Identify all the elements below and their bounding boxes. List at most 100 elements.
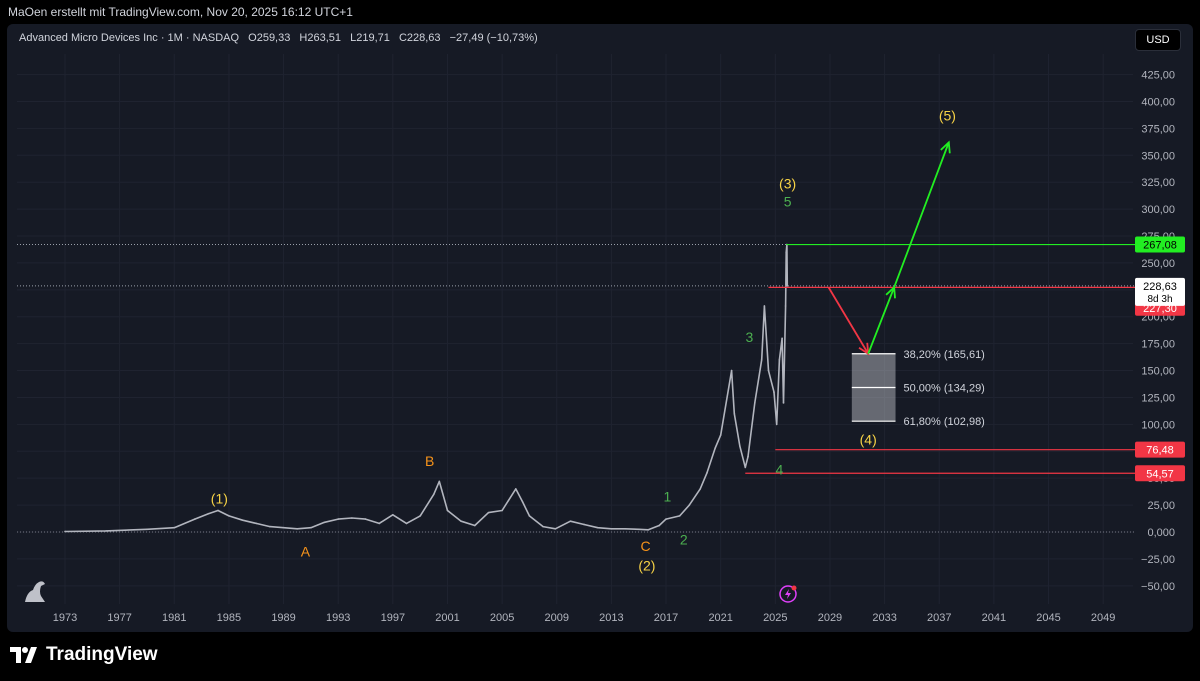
x-tick-label: 2029 [818, 612, 842, 624]
price-point [514, 488, 517, 490]
chart-panel[interactable]: 38,20% (165,61) 50,00% (134,29) 61,80% (10… [7, 24, 1193, 632]
price-point [647, 529, 650, 531]
red-projection-arrow[interactable] [827, 286, 869, 355]
current-price-tag-bg [1135, 277, 1185, 306]
price-level-tag: 267,08 [1143, 240, 1177, 252]
price-point [569, 520, 572, 523]
price-point [785, 251, 788, 253]
wave-label: (1) [211, 491, 228, 507]
fib-level-label: 61,80% (102,98) [904, 416, 985, 428]
wave-label: (2) [638, 557, 655, 573]
price-point [706, 472, 708, 474]
price-point [554, 527, 557, 530]
close-value: 228,63 [406, 32, 441, 44]
price-chart[interactable]: 38,20% (165,61) 50,00% (134,29) 61,80% (10… [7, 24, 1193, 632]
green-projection-arrow[interactable] [867, 142, 950, 355]
x-tick-label: 2005 [490, 612, 514, 624]
wave-label: 1 [664, 488, 672, 504]
fib-level-label: 38,20% (165,61) [904, 349, 985, 361]
green-arrowhead [885, 285, 896, 299]
x-tick-label: 1977 [107, 612, 131, 624]
x-tick-label: 2021 [708, 612, 732, 624]
price-level-tag-bg [1135, 441, 1185, 458]
price-point [433, 493, 435, 496]
author-credit: MaOen erstellt mit TradingView.com, Nov … [8, 5, 353, 19]
wave-label: (5) [939, 107, 956, 123]
currency-button[interactable]: USD [1135, 29, 1181, 51]
price-point [542, 525, 544, 528]
price-point [64, 530, 66, 533]
y-tick-label: 425,00 [1141, 70, 1175, 82]
price-point [678, 515, 681, 517]
price-point [193, 518, 196, 520]
price-point [739, 445, 741, 447]
symbol-legend: Advanced Micro Devices Inc · 1M · NASDAQ… [19, 32, 538, 44]
wave-label: (4) [860, 431, 877, 447]
price-point [351, 517, 353, 519]
brand-name: TradingView [46, 644, 158, 665]
price-point [487, 511, 490, 514]
price-point [747, 455, 749, 458]
price-point [323, 521, 326, 524]
price-point [474, 524, 476, 527]
price-point [501, 509, 503, 512]
y-tick-label: 325,00 [1141, 177, 1175, 189]
y-tick-label: 150,00 [1141, 366, 1175, 378]
price-point [392, 513, 394, 516]
top-bar: MaOen erstellt mit TradingView.com, Nov … [0, 0, 1200, 24]
y-tick-label: 375,00 [1141, 123, 1175, 135]
price-point [775, 423, 778, 426]
x-tick-label: 1997 [381, 612, 405, 624]
price-point [460, 520, 462, 523]
price-point [419, 515, 421, 517]
y-tick-label: −50,00 [1141, 581, 1175, 593]
price-point [719, 434, 722, 436]
x-tick-label: 2013 [599, 612, 623, 624]
price-point [337, 518, 340, 520]
price-point [658, 524, 661, 527]
price-point [760, 358, 763, 361]
price-point [255, 522, 258, 525]
price-point [146, 528, 148, 531]
price-point [105, 530, 107, 532]
price-point [228, 515, 230, 517]
green-arrowhead [940, 140, 951, 154]
x-tick-label: 2045 [1036, 612, 1060, 624]
wave-label: A [301, 543, 311, 559]
price-point [173, 526, 176, 529]
price-point [528, 515, 531, 517]
price-point [446, 509, 449, 512]
x-tick-label: 1985 [217, 612, 241, 624]
x-tick-label: 2001 [435, 612, 459, 624]
tradingview-logo-icon [10, 647, 37, 663]
brand[interactable]: TradingView [10, 644, 158, 666]
price-point [269, 525, 271, 528]
current-price-tag: 228,63 [1143, 281, 1177, 293]
low-value: 219,71 [356, 32, 390, 44]
tradingview-watermark-icon [25, 581, 45, 602]
symbol-title[interactable]: Advanced Micro Devices Inc · 1M · NASDAQ [19, 32, 240, 44]
price-point [714, 447, 717, 449]
price-point [786, 285, 789, 287]
lightning-icon[interactable] [779, 585, 797, 603]
price-level-tag: 76,48 [1146, 445, 1174, 457]
price-point [378, 522, 380, 525]
price-level-tag: 54,57 [1146, 468, 1174, 480]
x-tick-label: 2037 [927, 612, 951, 624]
x-tick-label: 2017 [654, 612, 678, 624]
x-tick-label: 2041 [982, 612, 1006, 624]
x-tick-label: 1973 [53, 612, 77, 624]
price-point [207, 512, 210, 515]
price-point [438, 480, 441, 483]
price-point [782, 402, 785, 404]
y-tick-label: 350,00 [1141, 150, 1175, 162]
close-key: C [398, 32, 407, 44]
price-point [241, 519, 244, 521]
price-series-line[interactable] [64, 243, 789, 533]
wave-label: C [640, 538, 650, 554]
price-point [733, 412, 736, 415]
wave-label: B [425, 453, 434, 469]
low-key: L [350, 32, 357, 44]
y-tick-label: 300,00 [1141, 204, 1175, 216]
fib-level-label: 50,00% (134,29) [904, 382, 985, 394]
